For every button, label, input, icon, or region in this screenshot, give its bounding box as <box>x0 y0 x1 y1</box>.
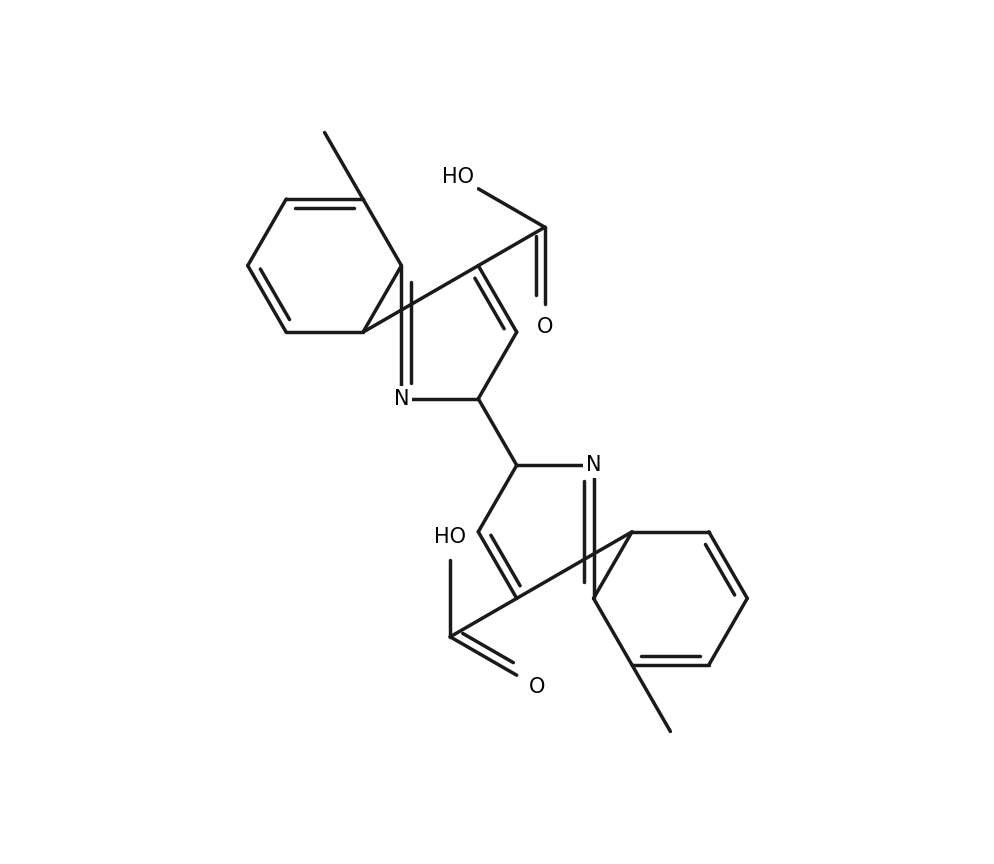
Text: HO: HO <box>433 527 466 547</box>
Text: O: O <box>528 677 545 696</box>
Text: HO: HO <box>442 168 474 187</box>
Text: O: O <box>536 317 553 337</box>
Text: N: N <box>585 455 600 475</box>
Text: N: N <box>394 389 409 409</box>
